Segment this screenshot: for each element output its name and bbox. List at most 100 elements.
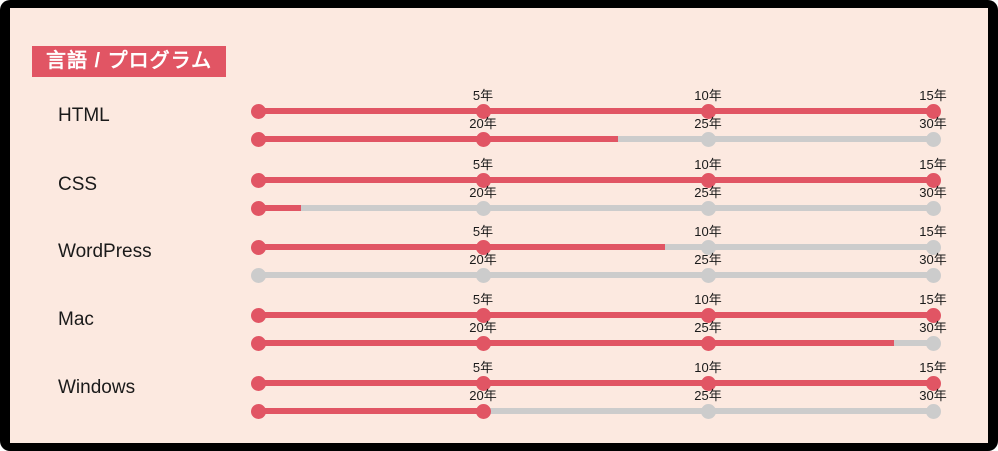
track-bar xyxy=(258,177,933,183)
tick-label: 20年 xyxy=(469,252,497,267)
skill-label: Mac xyxy=(58,309,94,330)
track-dot xyxy=(475,307,491,323)
track-dot xyxy=(475,172,491,188)
timeline-chart: HTML 5年 10年 15年 20年 25年 30年 CSS 5年 10年 15年 20年 25年 30… xyxy=(10,8,988,443)
skill-label: HTML xyxy=(58,105,110,126)
tick-label: 30年 xyxy=(919,252,947,267)
track-bar xyxy=(258,380,933,386)
track-dot xyxy=(475,335,491,351)
tick-label: 5年 xyxy=(472,360,494,375)
track-dot xyxy=(250,335,266,351)
tick-label: 25年 xyxy=(694,252,722,267)
track-bar xyxy=(258,408,933,414)
tick-label: 10年 xyxy=(694,360,722,375)
track-dot xyxy=(475,375,491,391)
track-bar xyxy=(258,244,933,250)
tick-label: 10年 xyxy=(694,88,722,103)
tick-label: 15年 xyxy=(919,88,947,103)
track-dot xyxy=(700,172,716,188)
track-fill xyxy=(258,380,933,386)
track-dot xyxy=(475,200,491,216)
tick-label: 25年 xyxy=(694,116,722,131)
track-dot xyxy=(475,403,491,419)
track-dot xyxy=(925,131,941,147)
tick-label: 20年 xyxy=(469,116,497,131)
tick-label: 20年 xyxy=(469,388,497,403)
tick-label: 15年 xyxy=(919,292,947,307)
track-fill xyxy=(258,136,618,142)
track-dot xyxy=(700,131,716,147)
track-dot xyxy=(250,267,266,283)
tick-label: 30年 xyxy=(919,388,947,403)
skill-group-css: CSS 5年 10年 15年 20年 25年 30年 xyxy=(10,157,988,216)
tick-label: 10年 xyxy=(694,292,722,307)
track-fill xyxy=(258,312,933,318)
track-dot xyxy=(250,239,266,255)
track-fill xyxy=(258,177,933,183)
track-dot xyxy=(700,267,716,283)
track-fill xyxy=(258,340,894,346)
track-dot xyxy=(925,403,941,419)
track-dot xyxy=(250,403,266,419)
track-dot xyxy=(700,200,716,216)
tick-label: 10年 xyxy=(694,157,722,172)
track-fill xyxy=(258,244,665,250)
track-dot xyxy=(925,172,941,188)
track-fill xyxy=(258,205,301,211)
tick-label: 25年 xyxy=(694,388,722,403)
track-dot xyxy=(700,335,716,351)
skill-group-windows: Windows 5年 10年 15年 20年 25年 30年 xyxy=(10,360,988,419)
track-dot xyxy=(925,375,941,391)
track-dot xyxy=(925,267,941,283)
track-dot xyxy=(475,103,491,119)
tick-label: 15年 xyxy=(919,157,947,172)
tick-label: 30年 xyxy=(919,116,947,131)
skill-group-wordpress: WordPress 5年 10年 15年 20年 25年 30年 xyxy=(10,224,988,283)
tick-label: 25年 xyxy=(694,185,722,200)
track-dot xyxy=(475,239,491,255)
section-title-badge: 言語 / プログラム xyxy=(32,46,227,77)
track-bar xyxy=(258,340,933,346)
track-bar xyxy=(258,205,933,211)
tick-label: 20年 xyxy=(469,320,497,335)
tick-label: 5年 xyxy=(472,292,494,307)
track-bar xyxy=(258,312,933,318)
track-dot xyxy=(250,200,266,216)
track-dot xyxy=(925,239,941,255)
track-dot xyxy=(475,267,491,283)
track-dot xyxy=(700,103,716,119)
track-dot xyxy=(250,375,266,391)
track-dot xyxy=(925,200,941,216)
track-dot xyxy=(250,172,266,188)
track-bar xyxy=(258,272,933,278)
skill-group-html: HTML 5年 10年 15年 20年 25年 30年 xyxy=(10,88,988,147)
tick-label: 5年 xyxy=(472,224,494,239)
track-dot xyxy=(700,375,716,391)
track-dot xyxy=(250,307,266,323)
tick-label: 20年 xyxy=(469,185,497,200)
track-fill xyxy=(258,108,933,114)
skill-label: CSS xyxy=(58,174,98,195)
tick-label: 30年 xyxy=(919,320,947,335)
tick-label: 15年 xyxy=(919,360,947,375)
track-dot xyxy=(925,307,941,323)
skill-label: WordPress xyxy=(58,241,152,262)
tick-label: 5年 xyxy=(472,88,494,103)
track-dot xyxy=(250,103,266,119)
skill-group-mac: Mac 5年 10年 15年 20年 25年 30年 xyxy=(10,292,988,351)
track-dot xyxy=(475,131,491,147)
track-bar xyxy=(258,108,933,114)
tick-label: 30年 xyxy=(919,185,947,200)
tick-label: 5年 xyxy=(472,157,494,172)
track-dot xyxy=(700,403,716,419)
section-title: 言語 / プログラム xyxy=(46,50,213,72)
track-dot xyxy=(700,239,716,255)
track-bar xyxy=(258,136,933,142)
track-dot xyxy=(925,335,941,351)
track-dot xyxy=(250,131,266,147)
track-dot xyxy=(700,307,716,323)
track-fill xyxy=(258,408,483,414)
track-dot xyxy=(925,103,941,119)
tick-label: 10年 xyxy=(694,224,722,239)
